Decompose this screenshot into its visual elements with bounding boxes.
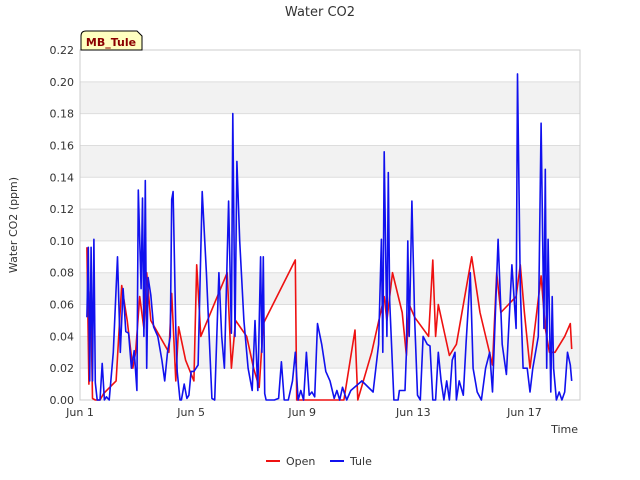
- x-tick-labels: Jun 1 Jun 5 Jun 9 Jun 13 Jun 17: [65, 406, 542, 419]
- y-tick-label: 0.14: [50, 171, 75, 184]
- legend-label-tule: Tule: [349, 455, 372, 468]
- site-badge: MB_Tule: [80, 30, 143, 51]
- y-tick-label: 0.22: [50, 44, 75, 57]
- plot-band: [80, 145, 580, 178]
- y-tick-label: 0.08: [50, 267, 75, 280]
- y-axis-label: Water CO2 (ppm): [7, 177, 20, 273]
- grid-lines: [80, 49, 580, 401]
- series-lines: [86, 73, 573, 401]
- plot-band: [80, 81, 580, 114]
- x-tick-label: Jun 1: [65, 406, 94, 419]
- y-tick-label: 0.12: [50, 203, 75, 216]
- legend-label-open: Open: [286, 455, 315, 468]
- x-tick-label: Jun 13: [395, 406, 431, 419]
- site-badge-box: [80, 30, 143, 51]
- plot-band: [80, 272, 580, 305]
- plot-bands: [80, 81, 580, 369]
- x-tick-label: Jun 5: [176, 406, 205, 419]
- y-tick-labels: 0.00 0.02 0.04 0.06 0.08 0.10 0.12 0.14 0.16 0.18…: [50, 44, 75, 407]
- y-tick-label: 0.10: [50, 235, 75, 248]
- y-tick-label: 0.02: [50, 362, 75, 375]
- x-tick-label: Jun 17: [506, 406, 542, 419]
- y-tick-label: 0.18: [50, 108, 75, 121]
- y-tick-label: 0.20: [50, 76, 75, 89]
- site-badge-label: MB_Tule: [86, 36, 136, 49]
- legend: Open Tule: [266, 455, 372, 468]
- series-line-tule: [86, 73, 573, 401]
- y-tick-label: 0.06: [50, 299, 75, 312]
- x-axis-label: Time: [550, 423, 578, 436]
- x-tick-label: Jun 9: [287, 406, 316, 419]
- y-tick-label: 0.16: [50, 139, 75, 152]
- y-tick-label: 0.04: [50, 330, 75, 343]
- plot-band: [80, 209, 580, 241]
- chart-title: Water CO2: [285, 5, 355, 20]
- y-tick-label: 0.00: [50, 394, 75, 407]
